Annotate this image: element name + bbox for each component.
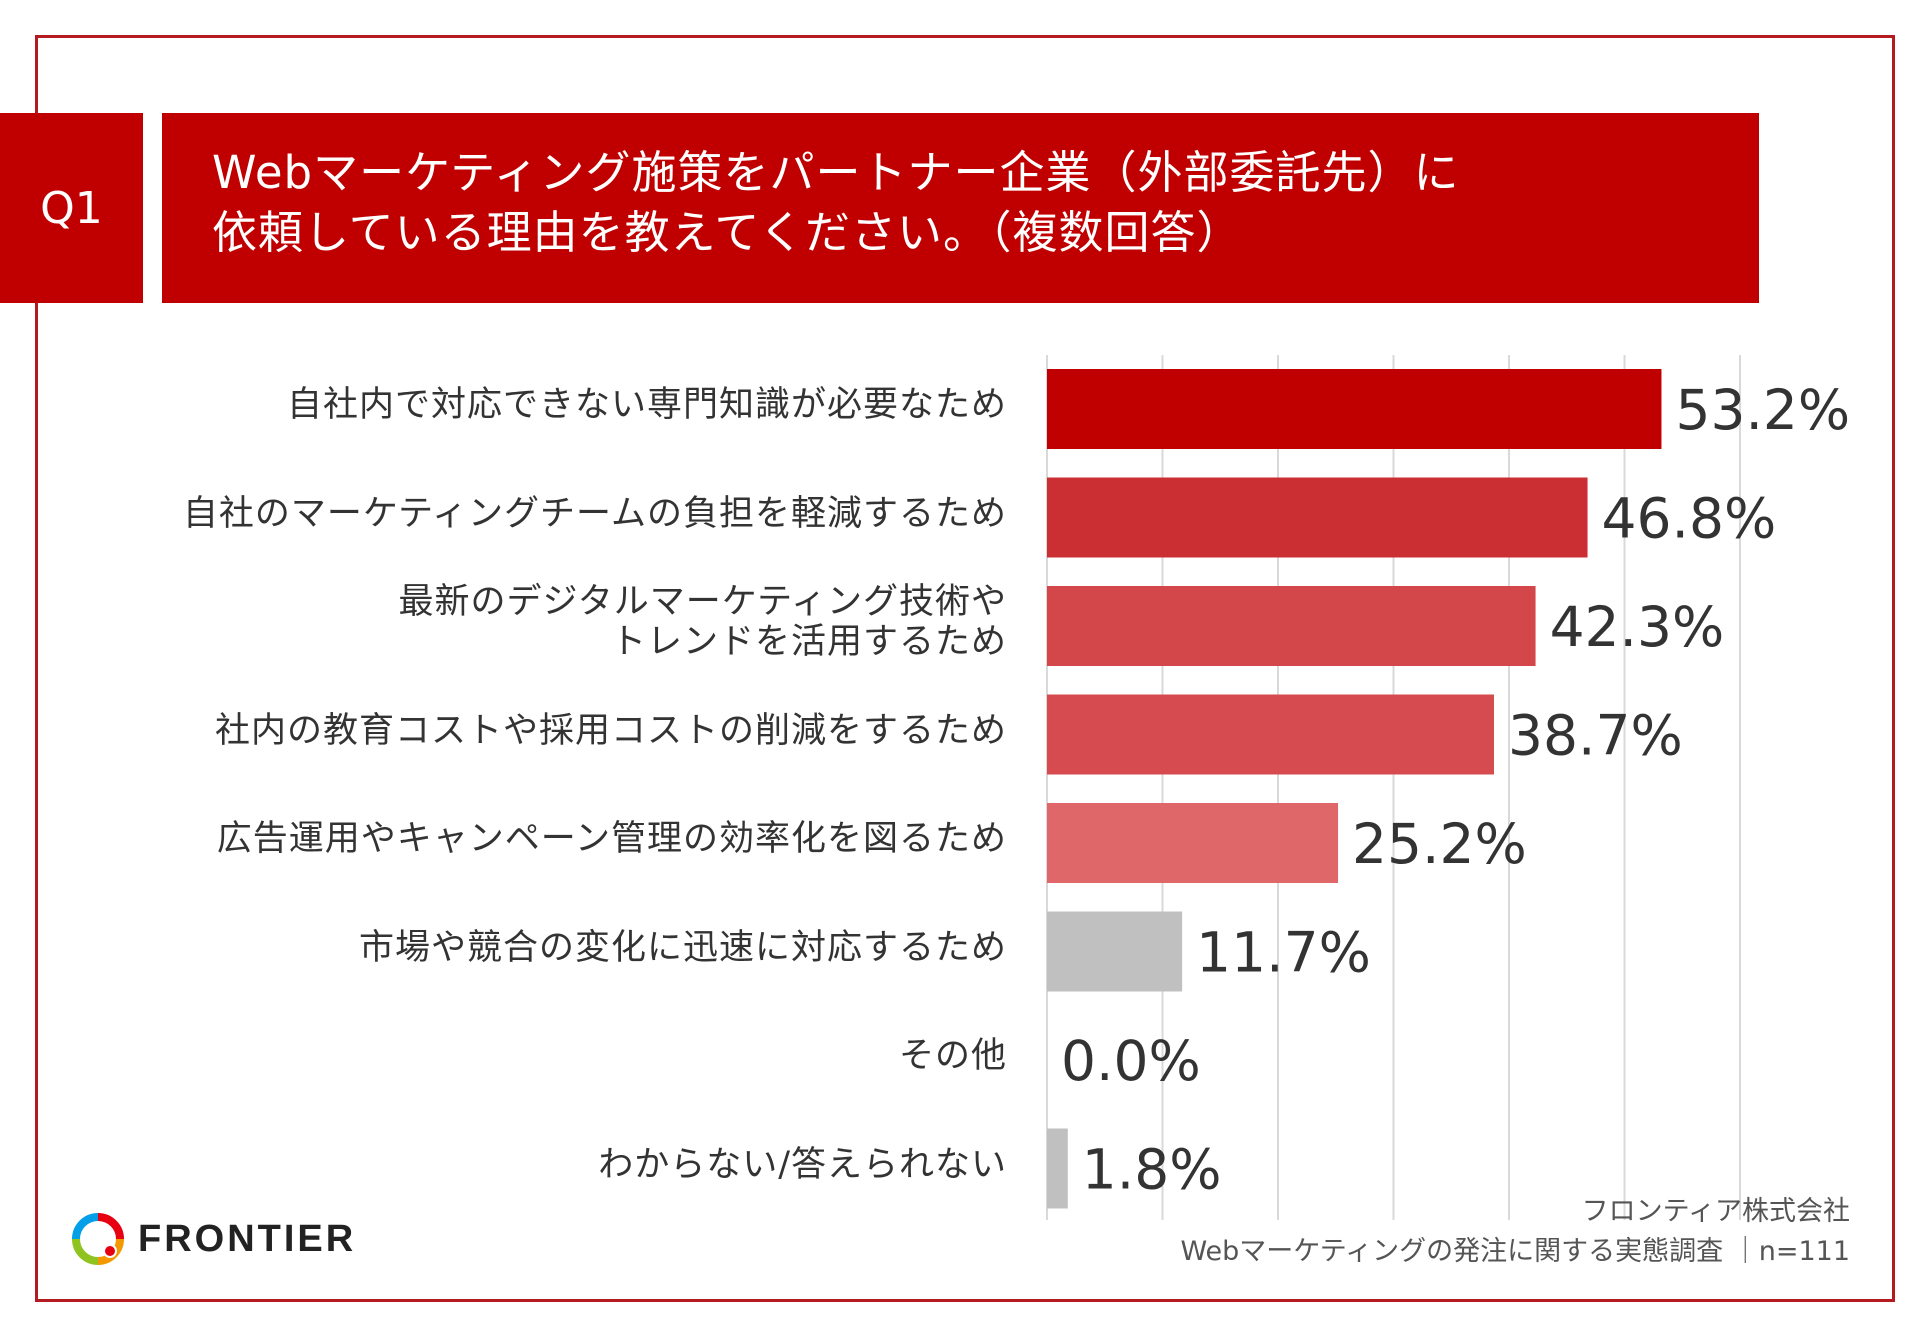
bar xyxy=(1047,477,1588,558)
category-label-line: 社内の教育コストや採用コストの削減をするため xyxy=(214,710,1007,751)
category-label-line: 自社内で対応できない専門知識が必要なため xyxy=(286,385,1007,425)
bar xyxy=(1047,803,1339,883)
category-label-line: 市場や競合の変化に迅速に対応するため xyxy=(358,927,1007,968)
data-label: 0.0% xyxy=(1061,1029,1201,1093)
credit-survey: Webマーケティングの発注に関する実態調査 ｜n=111 xyxy=(1180,1236,1850,1267)
category-label-line: 広告運用やキャンペーン管理の効率化を図るため xyxy=(216,819,1007,859)
category-label: 社内の教育コストや採用コストの削減をするため xyxy=(67,711,1007,751)
data-label: 25.2% xyxy=(1352,812,1527,876)
credit-company: フロンティア株式会社 xyxy=(1581,1196,1850,1227)
category-label-line: 自社のマーケティングチームの負担を軽減するため xyxy=(182,493,1007,534)
category-label: 市場や競合の変化に迅速に対応するため xyxy=(67,928,1007,968)
chart-frame xyxy=(35,35,1895,1302)
category-label-line: わからない/答えられない xyxy=(598,1144,1007,1185)
category-label: 広告運用やキャンペーン管理の効率化を図るため xyxy=(67,819,1007,859)
category-label: その他 xyxy=(67,1036,1007,1076)
category-label-line: その他 xyxy=(898,1036,1007,1076)
bar xyxy=(1047,369,1662,449)
frontier-logo-icon xyxy=(72,1213,124,1265)
bar xyxy=(1047,586,1536,666)
category-label: 自社のマーケティングチームの負担を軽減するため xyxy=(67,494,1007,534)
data-label: 38.7% xyxy=(1508,704,1683,768)
question-title-line-2: 依頼している理由を教えてください。（複数回答） xyxy=(212,206,1243,259)
bar xyxy=(1047,911,1183,992)
bar xyxy=(1047,694,1494,775)
category-label-line: 最新のデジタルマーケティング技術や xyxy=(398,582,1007,622)
data-label: 53.2% xyxy=(1675,378,1850,442)
data-label: 11.7% xyxy=(1196,921,1371,985)
data-label: 1.8% xyxy=(1082,1138,1222,1202)
bar xyxy=(1047,1128,1068,1209)
category-label: わからない/答えられない xyxy=(67,1145,1007,1185)
logo-wordmark: FRONTIER xyxy=(138,1217,357,1260)
data-label: 46.8% xyxy=(1602,487,1777,551)
category-label: 自社内で対応できない専門知識が必要なため xyxy=(67,385,1007,425)
question-badge: Q1 xyxy=(0,113,143,303)
category-label: 最新のデジタルマーケティング技術や トレンドを活用するため xyxy=(67,582,1007,662)
source-credit: フロンティア株式会社 Webマーケティングの発注に関する実態調査 ｜n=111 xyxy=(1180,1192,1850,1272)
data-label: 42.3% xyxy=(1550,595,1725,659)
category-label-line: トレンドを活用するため xyxy=(610,622,1007,662)
question-title-line-1: Webマーケティング施策をパートナー企業（外部委託先）に xyxy=(212,146,1460,199)
frontier-logo: FRONTIER xyxy=(70,1210,356,1268)
question-title: Webマーケティング施策をパートナー企業（外部委託先）に 依頼している理由を教え… xyxy=(162,113,1759,303)
